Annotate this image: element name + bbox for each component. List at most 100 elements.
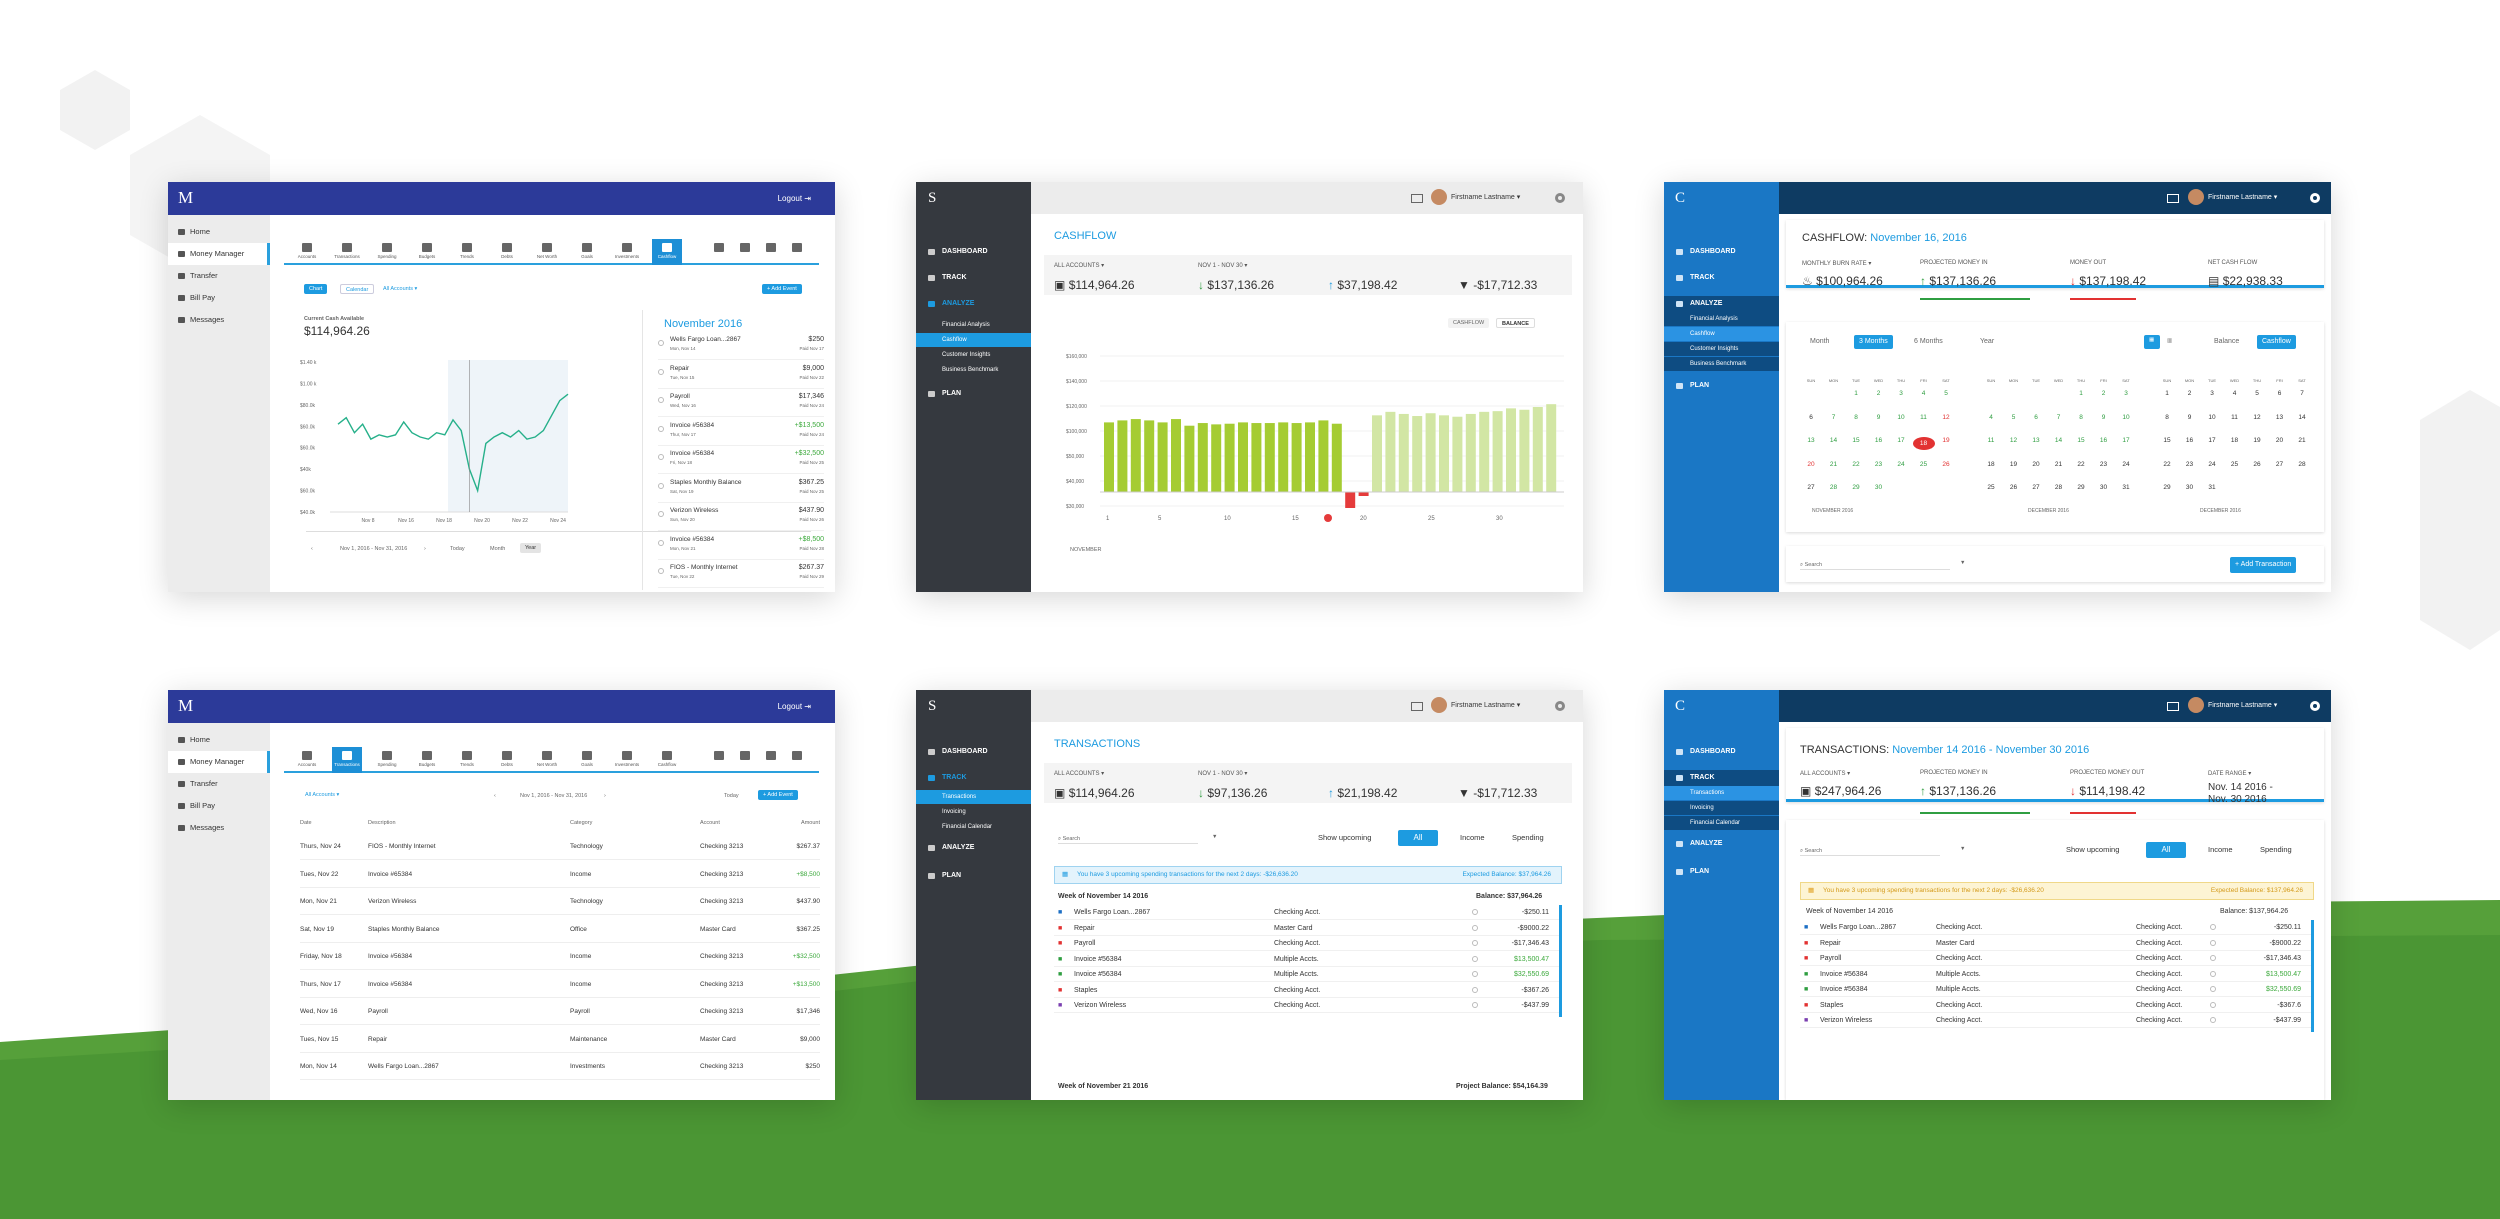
calendar-day[interactable]: 8 [1854,413,1858,421]
calendar-day[interactable]: 30 [1874,484,1883,491]
nav-analyze[interactable]: ANALYZE [916,840,1031,856]
calendar-day[interactable]: 17 [1897,437,1905,444]
calendar-day[interactable]: 8 [2165,413,2169,421]
mail-icon[interactable] [2167,194,2179,203]
bank-button[interactable] [730,747,760,773]
calendar-day[interactable]: 11 [1920,413,1927,421]
settings-button[interactable] [782,239,812,265]
calendar-day[interactable]: 18 [1912,437,1935,450]
calendar-day[interactable]: 6 [2034,413,2038,421]
burn-rate-label[interactable]: MONTHLY BURN RATE ▾ [1802,261,1872,267]
transaction-row[interactable]: ■ Invoice #56384 Multiple Accts. Checking A… [1800,982,2311,997]
nav-business-benchmark[interactable]: Business Benchmark [942,367,999,373]
sidebar-item-transfer[interactable]: Transfer [168,773,270,795]
range-tab-month[interactable]: Month [1810,338,1830,345]
mail-button[interactable] [704,239,734,265]
table-row[interactable]: Tues, Nov 22 Invoice #65384 Income Checking… [300,862,820,888]
today-button[interactable]: Today [450,546,465,552]
calendar-day[interactable]: 20 [1807,460,1815,468]
nav-transactions[interactable]: Transactions [1664,786,1779,800]
calendar-day[interactable]: 19 [2253,437,2261,444]
calendar-day[interactable]: 30 [2099,484,2108,491]
transaction-row[interactable]: ■ Repair Master Card Checking Acct. -$9000.2… [1800,936,2311,951]
tab-cashflow[interactable]: Cashflow [652,239,682,265]
tab-spending[interactable]: Spending [372,239,402,265]
calendar-day[interactable]: 29 [2163,484,2171,491]
tab-investments[interactable]: Investments [612,239,642,265]
tab-accounts[interactable]: Accounts [292,239,322,265]
transaction-row[interactable]: ■ Invoice #56384 Multiple Accts. Checking A… [1800,967,2311,982]
search-input[interactable]: ⌕ Search [1800,848,1940,856]
gear-icon[interactable] [2310,701,2320,711]
nav-dashboard[interactable]: DASHBOARD [916,244,1031,260]
calendar-day[interactable]: 12 [1942,413,1950,421]
table-row[interactable]: Friday, Nov 18 Invoice #56384 Income Checki… [300,944,820,970]
nav-plan[interactable]: PLAN [1664,864,1779,880]
calendar-day[interactable]: 7 [2056,413,2061,421]
event-item[interactable]: Invoice #56384 Thur, Nov 17 +$13,500 Paid N… [658,420,824,446]
event-item[interactable]: Invoice #56384 Fri, Nov 18 +$32,500 Paid No… [658,448,824,474]
calendar-day[interactable]: 16 [2185,437,2194,444]
calendar-day[interactable]: 18 [1987,460,1995,468]
sidebar-item-money-manager[interactable]: Money Manager [168,243,270,265]
table-row[interactable]: Thurs, Nov 24 FIOS - Monthly Internet Tech… [300,834,820,860]
tab-spending[interactable]: Spending [372,747,402,773]
filter-icon[interactable]: ▼ [1960,560,1966,566]
help-button[interactable] [756,239,786,265]
balance-view-tab[interactable]: Balance [2214,338,2240,345]
calendar-day[interactable]: 23 [2099,460,2108,468]
nav-dashboard[interactable]: DASHBOARD [916,744,1031,760]
calendar-view-tab[interactable]: Calendar [340,284,375,294]
calendar-day[interactable]: 5 [2011,413,2016,421]
nav-invoicing[interactable]: Invoicing [942,809,966,815]
tab-goals[interactable]: Goals [572,239,602,265]
nav-dashboard[interactable]: DASHBOARD [1664,744,1779,760]
nav-business-benchmark[interactable]: Business Benchmark [1664,357,1779,371]
table-row[interactable]: Wed, Nov 16 Payroll Payroll Checking 3213 $1… [300,999,820,1025]
transaction-row[interactable]: ■ Staples Checking Acct. Checking Acct. -$36… [1800,998,2311,1013]
calendar-day[interactable]: 10 [2122,413,2130,421]
calendar-day[interactable]: 26 [2253,460,2261,468]
logout-button[interactable]: Logout ⇥ [778,194,811,203]
tab-transactions[interactable]: Transactions [332,239,362,265]
sidebar-item-messages[interactable]: Messages [168,309,270,331]
calendar-day[interactable]: 24 [2122,460,2130,468]
show-upcoming-filter[interactable]: Show upcoming [2066,845,2120,854]
sidebar-item-transfer[interactable]: Transfer [168,265,270,287]
nav-invoicing[interactable]: Invoicing [1664,801,1779,815]
calendar-day[interactable]: 31 [2122,484,2130,491]
nav-financial-analysis[interactable]: Financial Analysis [1664,312,1779,326]
transaction-row[interactable]: ■ Wells Fargo Loan...2867 Checking Acct. -$… [1054,905,1559,920]
nav-dashboard[interactable]: DASHBOARD [1664,244,1779,260]
calendar-day[interactable]: 13 [2032,437,2040,444]
calendar-day[interactable]: 6 [2277,390,2282,397]
calendar-view-button[interactable]: ▦ [2144,335,2160,349]
add-event-button[interactable]: + Add Event [758,790,798,800]
all-accounts-dropdown[interactable]: ALL ACCOUNTS ▾ [1800,771,1851,777]
calendar-day[interactable]: 29 [2077,484,2085,491]
calendar-day[interactable]: 25 [1919,460,1928,468]
prev-range-button[interactable]: ‹ [494,793,496,799]
transaction-row[interactable]: ■ Repair Master Card -$9000.22 [1054,921,1559,936]
calendar-day[interactable]: 5 [2255,390,2259,397]
nav-track[interactable]: TRACK [1664,270,1779,286]
event-item[interactable]: Wells Fargo Loan...2867 Mon, Nov 14 $250 Pa… [658,334,824,360]
mail-icon[interactable] [2167,702,2179,711]
transaction-row[interactable]: ■ Verizon Wireless Checking Acct. Checking … [1800,1013,2311,1028]
transaction-row[interactable]: ■ Invoice #56384 Multiple Accts. $32,550.69 [1054,967,1559,982]
calendar-day[interactable]: 9 [1876,413,1881,421]
calendar-day[interactable]: 13 [2275,413,2284,421]
gear-icon[interactable] [1555,701,1565,711]
calendar-day[interactable]: 24 [2208,460,2216,468]
sidebar-item-home[interactable]: Home [168,221,270,243]
calendar-day[interactable]: 3 [2124,390,2128,397]
calendar-day[interactable]: 10 [1897,413,1905,421]
tab-cashflow[interactable]: Cashflow [652,747,682,773]
calendar-day[interactable]: 19 [1942,437,1950,444]
date-range-dropdown[interactable]: DATE RANGE ▾ [2208,771,2252,777]
income-filter[interactable]: Income [1460,833,1485,842]
calendar-day[interactable]: 12 [2253,413,2261,421]
calendar-day[interactable]: 17 [2208,437,2216,444]
transaction-row[interactable]: ■ Payroll Checking Acct. Checking Acct. -$17… [1800,951,2311,966]
event-item[interactable]: Staples Monthly Balance Sat, Nov 19 $367.2… [658,477,824,503]
